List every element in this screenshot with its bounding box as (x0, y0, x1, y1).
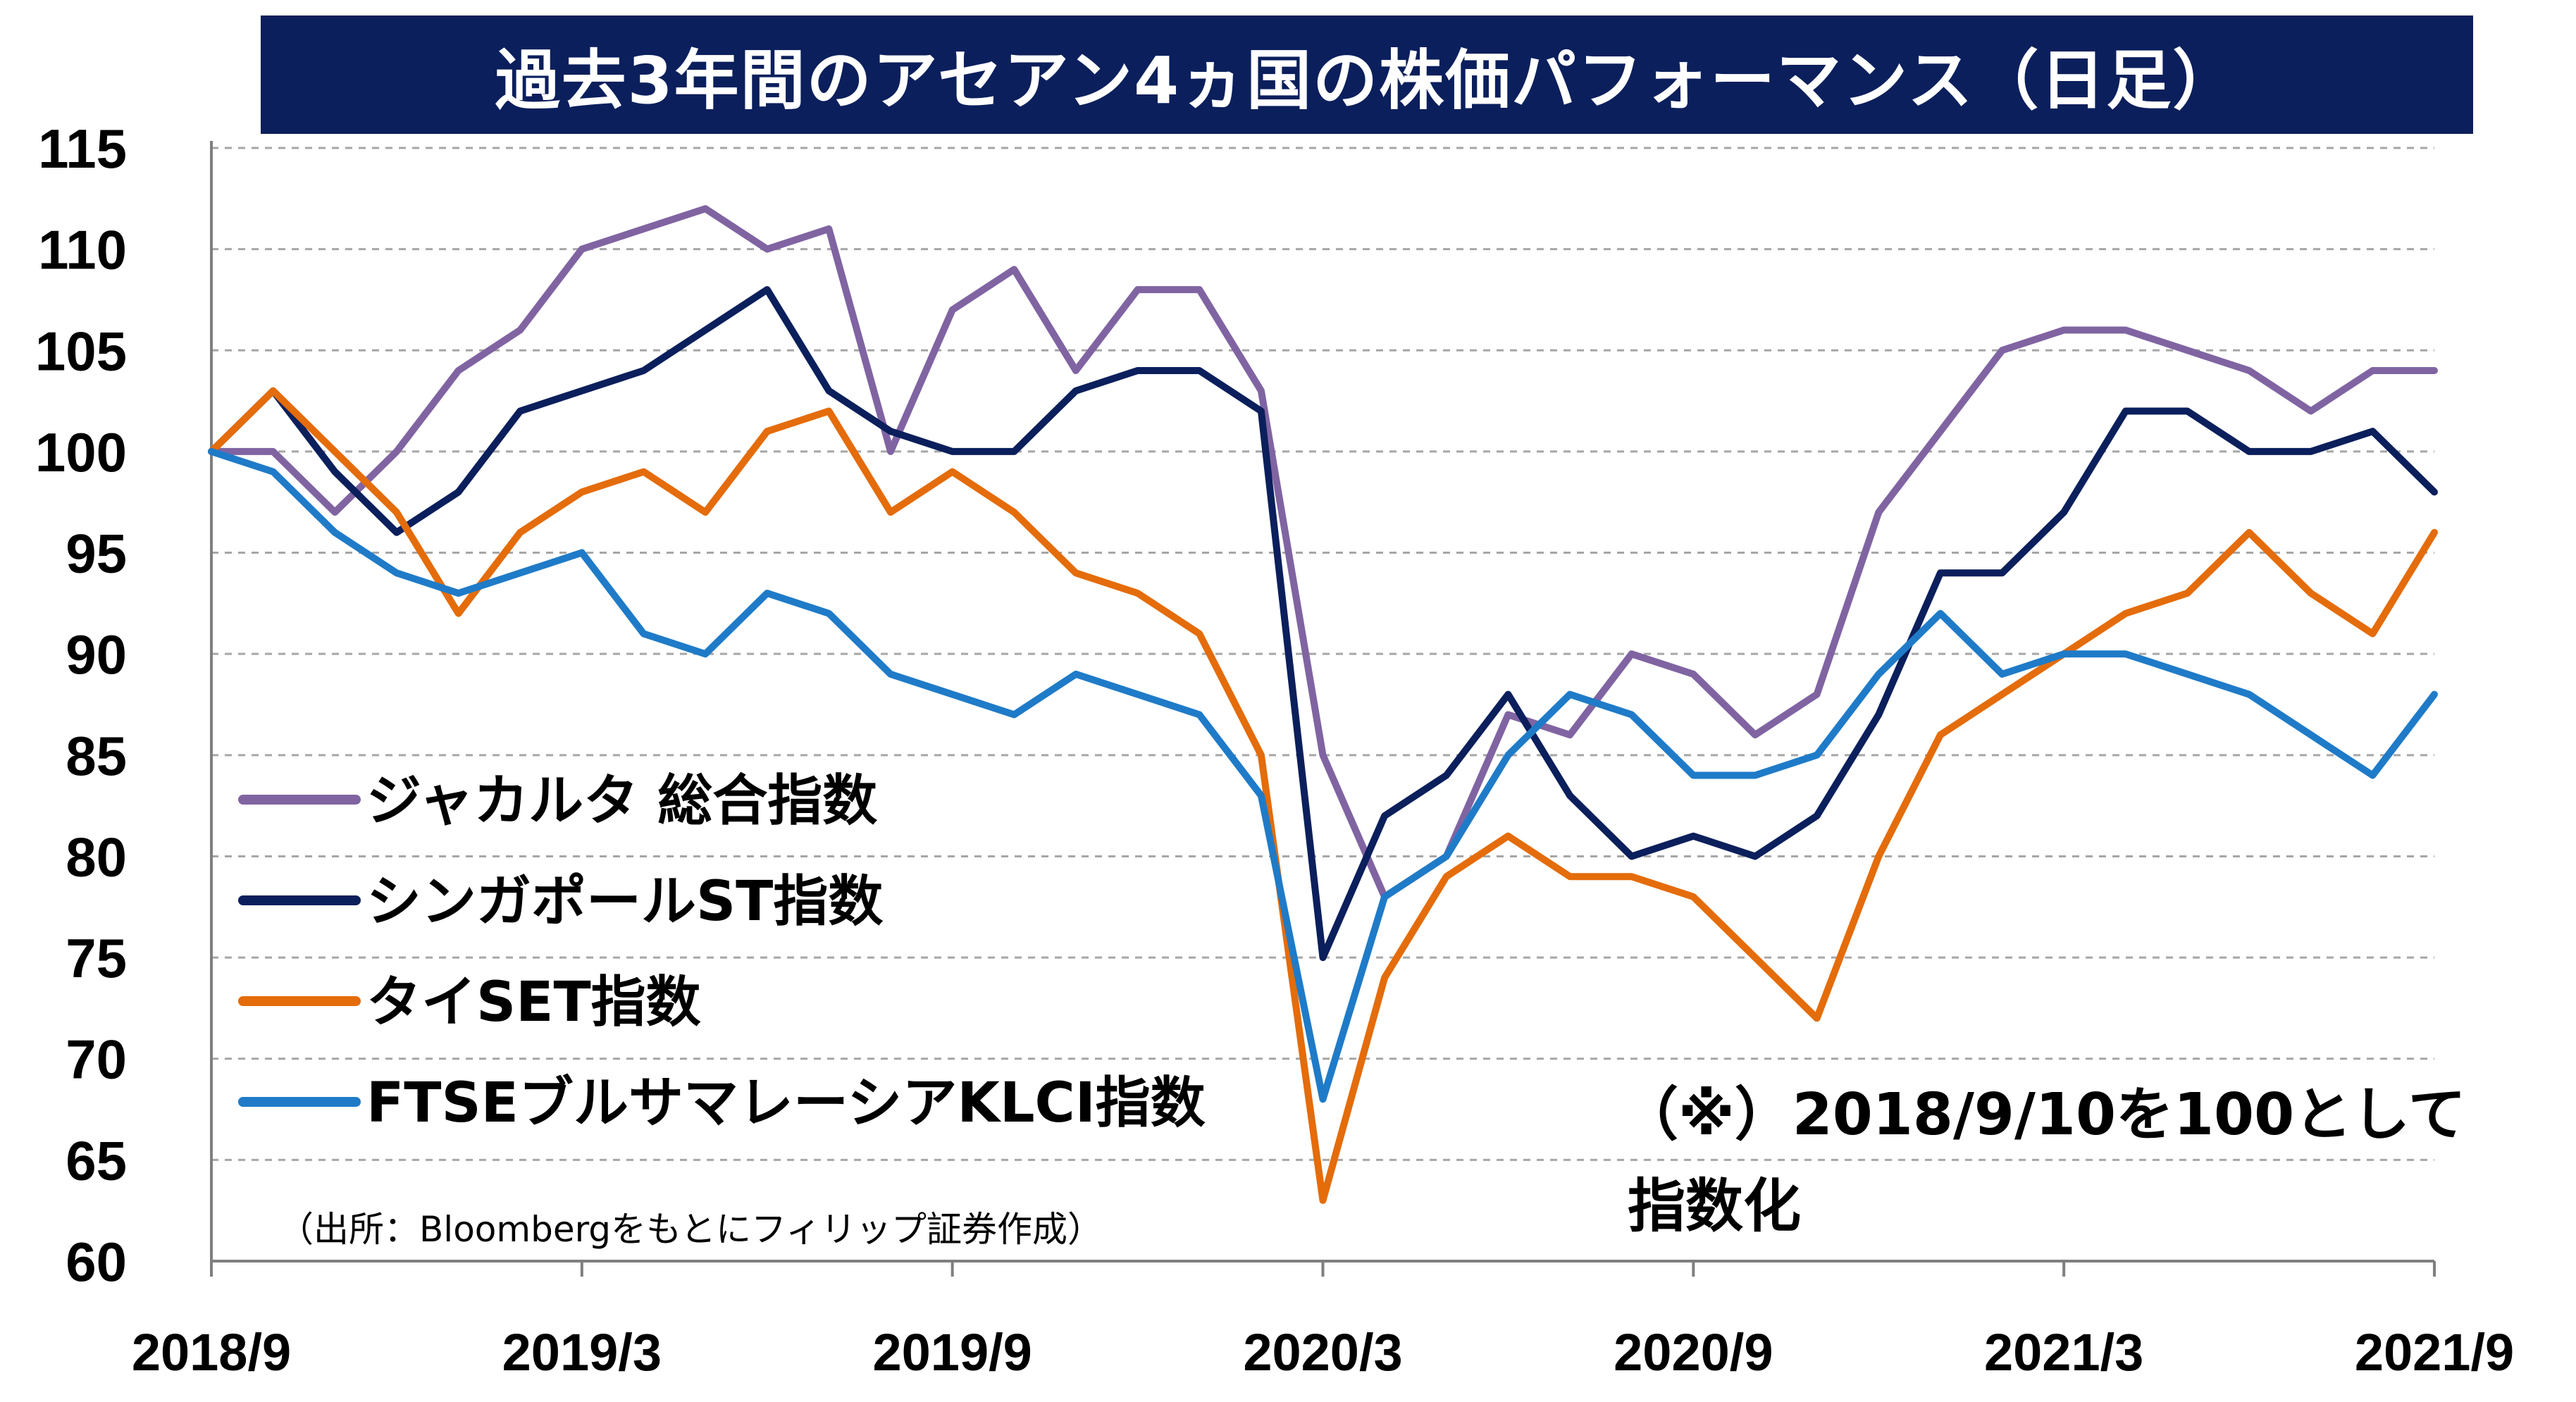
y-tick-label: 70 (66, 1029, 127, 1091)
y-tick-label: 105 (35, 320, 127, 382)
chart-title-box: 過去3年間のアセアン4ヵ国の株価パフォーマンス（日足） (261, 15, 2473, 134)
axes (210, 141, 2436, 1277)
x-tick-label: 2021/9 (2355, 1323, 2514, 1382)
y-tick-label: 65 (66, 1129, 127, 1191)
x-tick-label: 2019/3 (502, 1323, 662, 1382)
x-tick-label: 2018/9 (132, 1323, 291, 1382)
y-tick-label: 115 (38, 118, 127, 180)
legend-label-3: FTSEブルサマレーシアKLCI指数 (366, 1072, 1206, 1135)
series-line-0 (208, 205, 2438, 900)
y-tick-label: 110 (38, 219, 127, 281)
legend-label-2: タイSET指数 (366, 971, 701, 1034)
series-lines (208, 205, 2438, 1204)
x-tick-label: 2019/9 (872, 1323, 1032, 1382)
x-tick-labels: 2018/9 2019/3 2019/9 2020/3 2020/9 2021/3 2021… (132, 1323, 2514, 1382)
chart-title: 過去3年間のアセアン4ヵ国の株価パフォーマンス（日足） (495, 42, 2239, 118)
x-tick-label: 2021/3 (1984, 1323, 2143, 1382)
series-line-1 (208, 286, 2438, 962)
y-tick-label: 60 (66, 1231, 127, 1293)
y-tick-label: 85 (66, 725, 127, 787)
y-tick-labels: 60 65 70 75 80 85 90 95 100 105 110 115 (35, 118, 127, 1293)
index-note-line-2: 指数化 (1628, 1173, 1801, 1240)
y-tick-label: 80 (66, 826, 127, 888)
y-tick-label: 100 (35, 421, 127, 483)
x-tick-label: 2020/9 (1614, 1323, 1773, 1382)
y-tick-label: 90 (66, 624, 127, 686)
legend-label-1: シンガポールST指数 (366, 870, 883, 933)
legend-label-0: ジャカルタ 総合指数 (366, 769, 877, 833)
index-note-line-1: （※）2018/9/10を100として (1621, 1081, 2466, 1148)
series-line-3 (208, 447, 2438, 1103)
source-note: （出所：Bloombergをもとにフィリップ証券作成） (278, 1209, 1103, 1250)
y-tick-label: 75 (66, 927, 127, 989)
y-tick-label: 95 (66, 523, 127, 585)
x-tick-label: 2020/3 (1243, 1323, 1402, 1382)
